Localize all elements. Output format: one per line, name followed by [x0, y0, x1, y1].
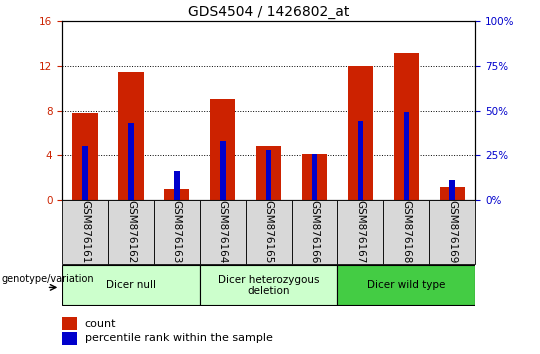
Bar: [348, 66, 373, 200]
Text: GSM876167: GSM876167: [355, 200, 366, 264]
FancyBboxPatch shape: [246, 200, 292, 264]
Text: GSM876162: GSM876162: [126, 200, 136, 264]
FancyBboxPatch shape: [62, 265, 200, 306]
FancyBboxPatch shape: [383, 200, 429, 264]
FancyBboxPatch shape: [200, 200, 246, 264]
FancyBboxPatch shape: [429, 200, 475, 264]
Bar: [302, 154, 327, 200]
Bar: [403, 113, 409, 200]
Text: count: count: [85, 319, 116, 329]
FancyBboxPatch shape: [154, 200, 200, 264]
Bar: [394, 52, 419, 200]
FancyBboxPatch shape: [338, 265, 475, 306]
FancyBboxPatch shape: [62, 200, 108, 264]
Bar: [210, 99, 235, 200]
Text: GSM876169: GSM876169: [447, 200, 457, 264]
Bar: [220, 141, 226, 200]
Bar: [312, 154, 318, 200]
Text: GSM876168: GSM876168: [401, 200, 411, 264]
FancyBboxPatch shape: [292, 200, 338, 264]
Bar: [62, 332, 77, 345]
Bar: [266, 150, 272, 200]
FancyBboxPatch shape: [200, 265, 338, 306]
FancyBboxPatch shape: [338, 200, 383, 264]
Bar: [62, 317, 77, 330]
Bar: [72, 113, 98, 200]
Text: genotype/variation: genotype/variation: [1, 274, 94, 284]
Bar: [128, 123, 134, 200]
Bar: [174, 171, 180, 200]
Bar: [82, 147, 88, 200]
Text: GSM876165: GSM876165: [264, 200, 274, 264]
Text: Dicer wild type: Dicer wild type: [367, 280, 446, 290]
Text: Dicer heterozygous
deletion: Dicer heterozygous deletion: [218, 274, 319, 296]
Bar: [440, 187, 465, 200]
Bar: [357, 121, 363, 200]
Title: GDS4504 / 1426802_at: GDS4504 / 1426802_at: [188, 5, 349, 19]
Text: Dicer null: Dicer null: [106, 280, 156, 290]
Bar: [118, 72, 144, 200]
Text: GSM876166: GSM876166: [309, 200, 320, 264]
Bar: [164, 189, 190, 200]
Text: GSM876164: GSM876164: [218, 200, 228, 264]
Text: GSM876163: GSM876163: [172, 200, 182, 264]
Bar: [449, 180, 455, 200]
FancyBboxPatch shape: [108, 200, 154, 264]
Text: GSM876161: GSM876161: [80, 200, 90, 264]
Text: percentile rank within the sample: percentile rank within the sample: [85, 333, 273, 343]
Bar: [256, 147, 281, 200]
